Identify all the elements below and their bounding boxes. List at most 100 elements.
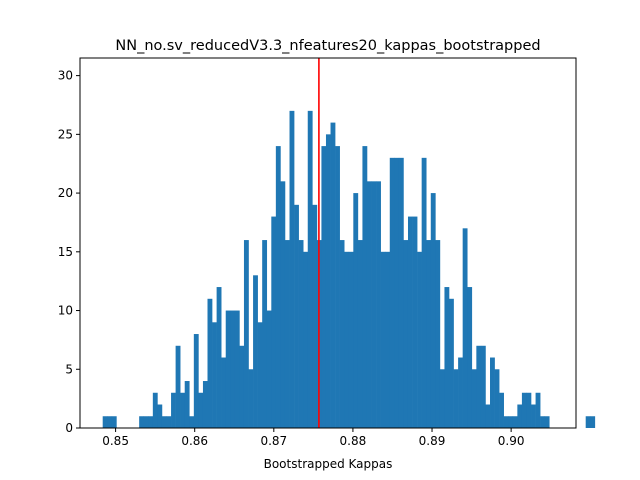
histogram-bar — [480, 345, 486, 428]
histogram-bar — [490, 357, 495, 428]
y-tick-label: 10 — [58, 304, 73, 318]
histogram-bar — [389, 157, 395, 428]
histogram-bar — [239, 345, 245, 428]
histogram-bar — [330, 122, 336, 428]
y-tick-label: 25 — [58, 127, 73, 141]
histogram-bar — [585, 416, 591, 428]
histogram-bar — [198, 392, 204, 428]
histogram-bar — [357, 240, 363, 428]
histogram-bar — [102, 416, 108, 428]
histogram-bar — [294, 204, 299, 428]
histogram-bar — [266, 310, 272, 428]
y-tick-label: 0 — [65, 421, 73, 435]
histogram-bar — [385, 251, 391, 428]
histogram-bar — [221, 357, 227, 428]
histogram-bar — [503, 416, 509, 428]
y-tick-label: 20 — [58, 186, 73, 200]
histogram-bar — [394, 157, 400, 428]
histogram-bar — [303, 251, 309, 428]
histogram-bar — [280, 181, 286, 428]
y-axis: 0 5 10 15 20 25 30 — [58, 69, 80, 435]
histogram-bar — [312, 204, 318, 428]
histogram-bar — [143, 416, 149, 428]
histogram-bar — [344, 251, 350, 428]
histogram-bar — [335, 146, 340, 428]
histogram-bar — [362, 146, 368, 428]
x-tick-label: 0.90 — [498, 434, 525, 448]
histogram-bar — [453, 369, 459, 428]
histogram-bar — [353, 193, 359, 428]
histogram-bar — [412, 216, 418, 428]
histogram-bar — [499, 392, 504, 428]
histogram-bar — [366, 181, 372, 428]
histogram-bar — [175, 345, 181, 428]
histogram-bar — [152, 392, 158, 428]
histogram-bar — [212, 322, 217, 428]
histogram-bar — [180, 392, 186, 428]
histogram-bar — [307, 110, 313, 429]
histogram-bar — [540, 416, 545, 428]
histogram-bar — [590, 416, 596, 428]
histogram-bar — [467, 287, 473, 428]
histogram-bar — [230, 310, 236, 428]
histogram-bar — [171, 392, 176, 428]
histogram-bar — [257, 322, 263, 428]
y-tick-label: 5 — [65, 362, 73, 376]
histogram-bar — [271, 216, 277, 428]
histogram-bar — [458, 357, 463, 428]
histogram-bar — [485, 404, 491, 428]
histogram-bar — [248, 369, 254, 428]
histogram-bar — [339, 240, 345, 428]
histogram-bar — [321, 146, 327, 428]
histogram-bar — [462, 228, 468, 428]
histogram-bar — [284, 240, 290, 428]
histogram-bar — [376, 181, 381, 428]
histogram-bar — [139, 416, 145, 428]
histogram-bar — [189, 416, 195, 428]
histogram-bar — [111, 416, 117, 428]
histogram-bar — [398, 157, 404, 428]
histogram-bar — [403, 240, 409, 428]
histogram-bar — [439, 369, 445, 428]
histogram-bar — [476, 345, 482, 428]
histogram-bar — [148, 416, 154, 428]
histogram-bar — [157, 404, 163, 428]
histogram-bar — [193, 334, 199, 428]
x-tick-label: 0.88 — [340, 434, 367, 448]
histogram-bar — [430, 193, 436, 428]
histogram-bar — [243, 240, 249, 428]
plot-frame — [79, 57, 577, 429]
x-tick-label: 0.86 — [181, 434, 208, 448]
x-axis: 0.85 0.86 0.87 0.88 0.89 0.90 — [102, 428, 524, 448]
chart-title: NN_no.sv_reducedV3.3_nfeatures20_kappas_… — [115, 38, 540, 54]
histogram-bar — [348, 251, 354, 428]
histogram-bar — [526, 392, 532, 428]
histogram-bar — [435, 240, 441, 428]
histogram-bar — [253, 275, 258, 428]
histogram-bar — [202, 381, 208, 428]
y-tick-label: 30 — [58, 69, 73, 83]
histogram-bar — [289, 110, 295, 429]
histogram-bar — [544, 416, 550, 428]
histogram-bar — [512, 416, 518, 428]
histogram-bars — [102, 110, 596, 429]
histogram-bar — [521, 392, 527, 428]
x-tick-label: 0.85 — [102, 434, 129, 448]
y-tick-label: 15 — [58, 245, 73, 259]
histogram-bar — [298, 240, 304, 428]
histogram-bar — [380, 251, 386, 428]
histogram-bar — [107, 416, 113, 428]
histogram-bar — [517, 404, 523, 428]
x-axis-label: Bootstrapped Kappas — [264, 457, 393, 471]
x-tick-label: 0.87 — [260, 434, 287, 448]
histogram-bar — [407, 216, 413, 428]
histogram-bar — [449, 298, 454, 428]
histogram-bar — [184, 381, 190, 428]
histogram-bar — [207, 298, 213, 428]
histogram-bar — [325, 134, 331, 428]
histogram-bar — [421, 157, 427, 428]
histogram-bar — [166, 416, 172, 428]
histogram-bar — [262, 240, 268, 428]
histogram-bar — [234, 310, 240, 428]
